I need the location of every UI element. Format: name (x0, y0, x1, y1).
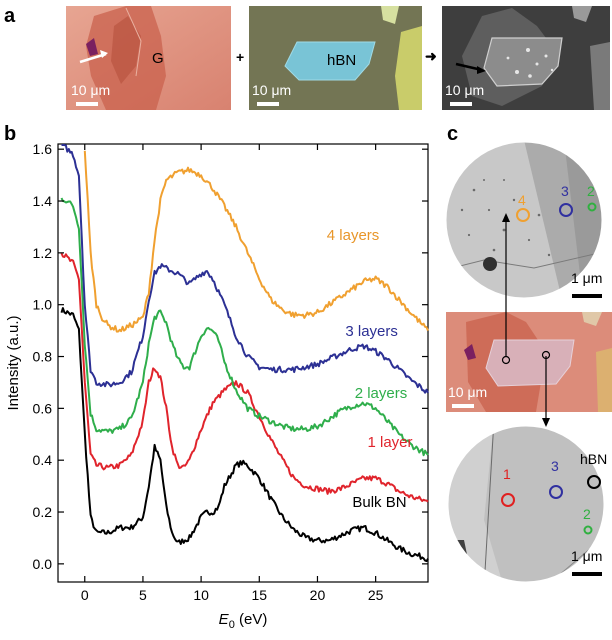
x-tick-label: 15 (252, 587, 268, 603)
x-tick-label: 10 (193, 587, 209, 603)
graphene-flake-drawing (66, 6, 231, 110)
plot-area (57, 143, 429, 583)
marker-label-2: 2 (583, 506, 591, 522)
scale-bar-label: 10 μm (71, 82, 111, 98)
arrow-sign: ➜ (425, 48, 437, 64)
sem-stack-drawing (442, 6, 610, 110)
y-tick-label: 0.6 (33, 400, 53, 416)
y-tick-label: 0.2 (33, 504, 53, 520)
series-line-4 (83, 150, 429, 333)
y-tick-label: 1.2 (33, 245, 53, 261)
tem-image-top: 4 3 2 1 μm (444, 140, 612, 308)
x-tick-label: 25 (368, 587, 384, 603)
x-tick-label: 5 (139, 587, 147, 603)
series-line-3 (61, 144, 429, 394)
panel-letter-c: c (447, 123, 459, 145)
hbn-flake-drawing (249, 6, 422, 110)
y-tick-label: 0.8 (33, 349, 53, 365)
panel-letter-b: b (4, 123, 17, 145)
series-group (60, 144, 429, 563)
optical-image-stack: 10 μm (446, 312, 612, 412)
y-tick-label: 1.6 (33, 141, 53, 157)
series-annotation-2: 2 layers (355, 385, 408, 402)
marker-label-3: 3 (561, 183, 569, 199)
series-line-0 (60, 307, 429, 563)
optical-image-graphene: G 10 μm (66, 6, 231, 110)
scale-bar-label: 1 μm (571, 270, 603, 286)
y-axis-label: Intensity (a.u.) (5, 315, 22, 410)
annotations-group: 4 layers 3 layers 2 layers 1 layer Bulk BN (327, 227, 413, 511)
y-tick-label: 1.4 (33, 193, 53, 209)
y-tick-label: 0.0 (33, 556, 53, 572)
marker-label-2: 2 (587, 183, 595, 199)
marker-label-1: 1 (503, 466, 511, 482)
tem-top-drawing (445, 141, 603, 299)
x-axis-label: E0 (eV) (219, 611, 268, 631)
stack-optical-drawing (446, 312, 612, 412)
scale-bar-label: 10 μm (445, 82, 485, 98)
series-annotation-3: 1 layer (367, 434, 412, 451)
y-tick-label: 1.0 (33, 297, 53, 313)
marker-label-hbn: hBN (580, 451, 608, 467)
series-annotation-4: Bulk BN (352, 494, 406, 511)
graphene-label: G (152, 50, 164, 67)
x-tick-label: 0 (81, 587, 89, 603)
series-annotation-0: 4 layers (327, 227, 380, 244)
series-line-1 (60, 252, 429, 503)
scale-bar-label: 10 μm (448, 384, 488, 400)
series-annotation-1: 3 layers (345, 323, 398, 340)
tem-image-bottom: 1 3 hBN 2 1 μm (444, 420, 612, 588)
panel-letter-a: a (4, 5, 16, 27)
y-tick-label: 0.4 (33, 452, 53, 468)
marker-label-3: 3 (551, 458, 559, 474)
scale-bar-label: 1 μm (571, 548, 603, 564)
tem-bottom-drawing (447, 425, 605, 583)
optical-image-hbn: hBN 10 μm (249, 6, 422, 110)
plus-sign: + (236, 49, 245, 65)
marker-label-4: 4 (518, 192, 526, 208)
scale-bar-label: 10 μm (252, 82, 292, 98)
ticks-group: 0 5 10 15 20 25 0.0 0.2 0.4 0.6 0.8 1.0 1.2 1.4 1.6 (33, 141, 428, 603)
eels-spectra-chart: 0 5 10 15 20 25 0.0 0.2 0.4 0.6 0.8 1.0 1.2 1.4 1.6 4 … (5, 141, 429, 631)
sem-image-stack: 10 μm (442, 6, 610, 110)
plot-frame (57, 143, 429, 583)
series-line-2 (60, 197, 429, 457)
hbn-label: hBN (327, 52, 357, 69)
x-tick-label: 20 (310, 587, 326, 603)
